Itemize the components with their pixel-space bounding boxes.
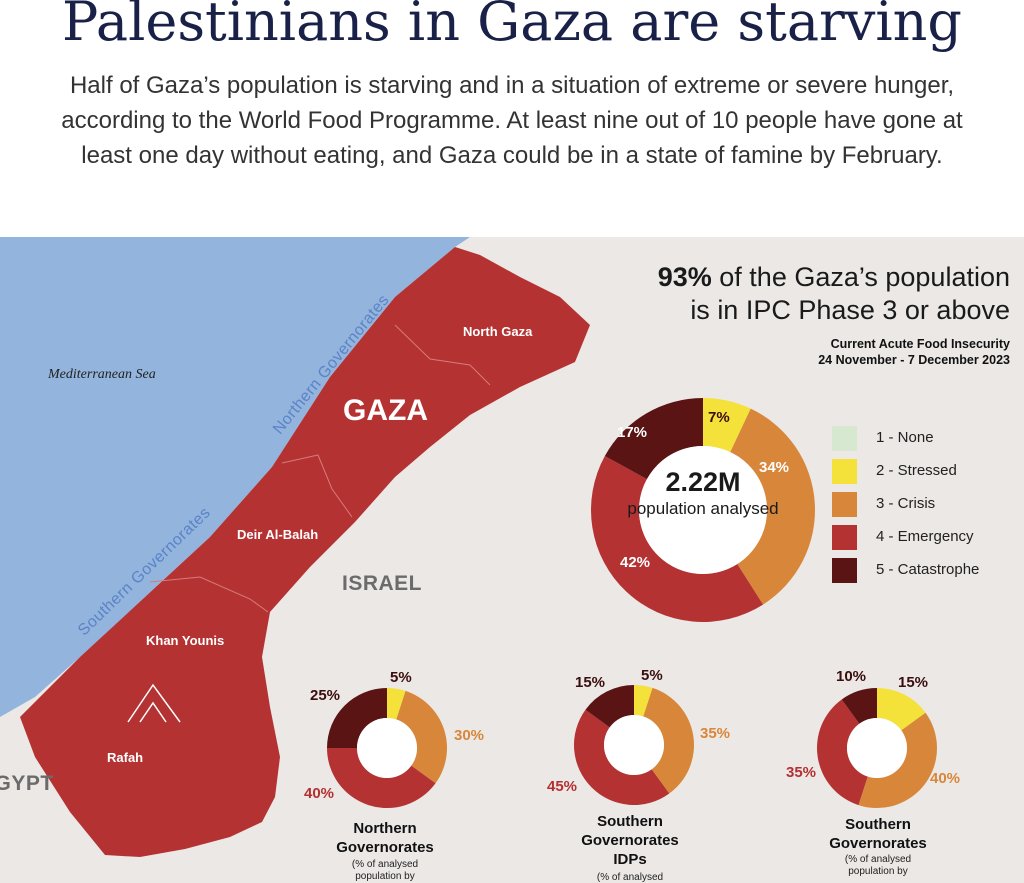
northern-title: Northern Governorates xyxy=(300,819,470,857)
northern-title-line1: Northern xyxy=(353,820,417,837)
border-line-2 xyxy=(281,454,353,518)
headline-line1: of the Gaza’s population xyxy=(711,262,1010,292)
southern-title: Southern Governorates xyxy=(793,815,963,853)
donut-hole xyxy=(639,446,767,574)
legend-label: 4 - Emergency xyxy=(876,528,974,545)
donut-slice-crisis xyxy=(643,687,695,794)
northern-note-line1: (% of analysed xyxy=(351,859,419,870)
donut-slice-catastrophe xyxy=(604,398,703,480)
n-pct-emergency: 40% xyxy=(304,785,335,802)
southern-note: (% of analysed population by xyxy=(793,854,963,878)
legend-swatch xyxy=(832,558,857,583)
donut-slice-catastrophe xyxy=(585,685,634,728)
donut-total xyxy=(591,398,816,622)
city-khan-younis: Khan Younis xyxy=(146,633,225,648)
s-idp-pct-stressed: 5% xyxy=(641,667,663,684)
donut-slice-catastrophe xyxy=(841,688,877,724)
headline: 93% of the Gaza’s population is in IPC P… xyxy=(658,261,1010,327)
city-rafah: Rafah xyxy=(107,750,144,765)
chart-subtitle: Current Acute Food Insecurity 24 Novembe… xyxy=(818,336,1010,368)
infographic: Mediterranean Sea Northern Governorates … xyxy=(0,237,1024,883)
northern-note-line2: population by xyxy=(355,871,415,882)
n-pct-catastrophe: 25% xyxy=(310,687,341,704)
donut-slice-crisis xyxy=(730,408,816,605)
donut-hole xyxy=(357,718,417,778)
big-pct-crisis: 34% xyxy=(759,459,790,476)
donut-slice-crisis xyxy=(858,712,937,808)
legend-label: 5 - Catastrophe xyxy=(876,561,980,578)
legend-swatch xyxy=(832,492,857,517)
southern-idps-title: Southern Governorates IDPs xyxy=(545,812,715,869)
s-idp-pct-catastrophe: 15% xyxy=(575,674,606,691)
donut-slice-catastrophe xyxy=(327,688,387,748)
big-pct-emergency: 42% xyxy=(620,554,651,571)
intro-paragraph: Half of Gaza’s population is starving an… xyxy=(61,72,963,169)
donut-slice-stressed xyxy=(703,398,751,453)
s-pct-stressed: 15% xyxy=(898,674,929,691)
donut-slice-emergency xyxy=(591,456,764,622)
gaza-label: GAZA xyxy=(343,394,428,427)
border-line-1 xyxy=(394,324,491,386)
donut-slice-emergency xyxy=(574,709,670,805)
southern-title-line2: Governorates xyxy=(829,835,927,852)
northern-note: (% of analysed population by xyxy=(300,859,470,883)
s-idp-pct-emergency: 45% xyxy=(547,778,578,795)
population-total: 2.22M xyxy=(665,467,741,497)
n-pct-stressed: 5% xyxy=(390,669,412,686)
southern-idps-title-line1: Southern xyxy=(597,813,663,830)
legend-swatch xyxy=(832,525,857,550)
donut-slice-crisis xyxy=(396,690,447,784)
donut-southern-idps xyxy=(574,685,695,805)
sea-label: Mediterranean Sea xyxy=(48,367,156,382)
donut-center-label: 2.22M population analysed xyxy=(620,467,786,520)
southern-idps-title-line2: Governorates xyxy=(581,832,679,849)
s-idp-pct-crisis: 35% xyxy=(700,725,731,742)
donut-slice-stressed xyxy=(634,685,653,717)
legend-label: 2 - Stressed xyxy=(876,462,957,479)
population-caption: population analysed xyxy=(627,499,779,518)
donut-slice-emergency xyxy=(817,699,868,806)
southern-idps-note: (% of analysed xyxy=(545,872,715,883)
donut-hole xyxy=(847,718,907,778)
legend-swatch xyxy=(832,426,857,451)
southern-idps-title-line3: IDPs xyxy=(613,851,647,868)
donut-slice-emergency xyxy=(327,748,436,808)
big-pct-stressed: 7% xyxy=(708,409,730,426)
city-north-gaza: North Gaza xyxy=(463,324,533,339)
tent-icon xyxy=(127,683,181,723)
southern-note-line1: (% of analysed xyxy=(844,854,912,865)
s-pct-crisis: 40% xyxy=(930,770,961,787)
big-pct-catastrophe: 17% xyxy=(617,424,648,441)
legend-label: 3 - Crisis xyxy=(876,495,936,512)
border-line-3 xyxy=(149,576,269,613)
city-deir-al-balah: Deir Al-Balah xyxy=(237,527,319,542)
southern-note-line2: population by xyxy=(848,866,908,877)
headline-percent: 93% xyxy=(657,262,712,292)
donut-slice-stressed xyxy=(877,688,926,731)
page-title: Palestinians in Gaza are starving xyxy=(62,0,962,53)
israel-label: ISRAEL xyxy=(342,572,423,595)
sea-area xyxy=(0,237,470,717)
southern-title-line1: Southern xyxy=(845,816,911,833)
headline-line2: is in IPC Phase 3 or above xyxy=(690,295,1010,325)
egypt-label: EGYPT xyxy=(0,772,54,795)
s-pct-catastrophe: 10% xyxy=(836,668,867,685)
donut-slice-stressed xyxy=(387,688,406,720)
donut-southern xyxy=(817,688,937,808)
legend-label: 1 - None xyxy=(876,429,934,446)
gaza-strip-shape xyxy=(20,247,590,857)
donut-hole xyxy=(604,715,664,775)
subtitle-line2: 24 November - 7 December 2023 xyxy=(818,353,1010,367)
subtitle-line1: Current Acute Food Insecurity xyxy=(830,337,1010,351)
donut-northern xyxy=(327,688,447,808)
gaza-map xyxy=(0,237,937,857)
n-pct-crisis: 30% xyxy=(454,727,485,744)
southern-idps-note-line1: (% of analysed xyxy=(596,872,664,883)
northern-title-line2: Governorates xyxy=(336,839,434,856)
legend-swatch xyxy=(832,459,857,484)
s-pct-emergency: 35% xyxy=(786,764,817,781)
